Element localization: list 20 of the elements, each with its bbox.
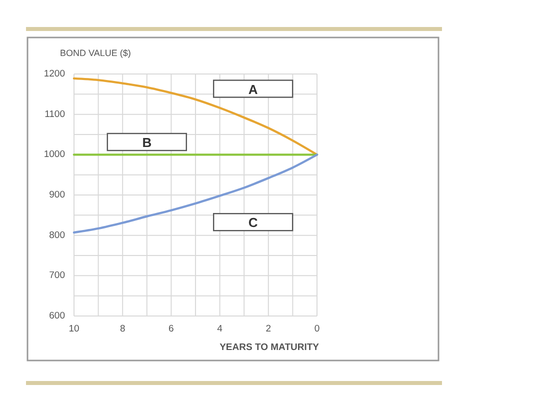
x-tick-label: 8	[120, 324, 126, 334]
x-tick-label: 2	[266, 324, 272, 334]
line-series	[72, 154, 318, 234]
y-tick-label: 600	[49, 310, 65, 322]
text: C	[248, 214, 258, 230]
y-axis-title: BOND VALUE ($)	[60, 48, 131, 58]
y-tick-label: 700	[49, 270, 65, 282]
y-tick-label: 1000	[44, 149, 65, 160]
x-tick-label: 10	[68, 324, 80, 334]
y-tick-label: 1100	[44, 108, 65, 120]
y-tick-label: 900	[49, 190, 65, 200]
x-tick-label: 0	[314, 324, 320, 334]
series-label: B	[142, 134, 152, 150]
line-series	[72, 77, 318, 156]
y-tick-label: 1200	[44, 68, 65, 80]
x-tick-label: 6	[168, 324, 174, 334]
x-tick-label: 4	[217, 324, 222, 334]
series-label: A	[248, 81, 258, 96]
y-tick-label: 800	[49, 230, 65, 241]
x-axis-title: YEARS TO MATURITY	[220, 342, 320, 352]
